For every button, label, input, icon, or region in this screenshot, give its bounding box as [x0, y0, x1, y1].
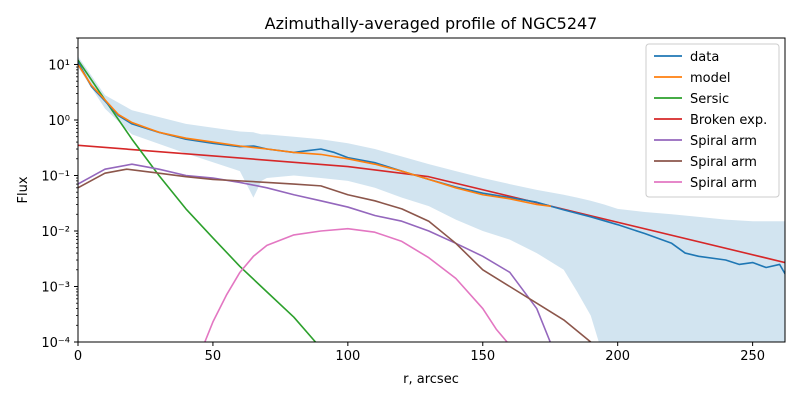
series-line-6 — [204, 227, 508, 342]
x-tick-label: 200 — [605, 349, 630, 364]
y-axis-label: Flux — [16, 176, 31, 203]
legend-label: data — [690, 50, 719, 65]
x-tick-label: 0 — [74, 349, 82, 364]
legend-label: model — [690, 71, 730, 86]
series-line-2 — [78, 59, 317, 342]
series-line-4 — [78, 163, 552, 342]
legend-label: Sersic — [690, 92, 729, 107]
y-tick-label: 10⁻¹ — [41, 169, 70, 184]
plot-frame — [77, 37, 786, 343]
legend-box — [645, 43, 780, 198]
x-axis-label: r, arcsec — [403, 372, 459, 387]
legend-label: Spiral arm — [690, 176, 757, 191]
x-tick-label: 150 — [470, 349, 495, 364]
y-tick-label: 10⁻⁴ — [41, 336, 70, 351]
series-line-5 — [78, 168, 592, 342]
y-tick-label: 10¹ — [48, 58, 70, 73]
series-line-3 — [78, 144, 785, 264]
y-tick-label: 10⁻² — [41, 225, 70, 240]
data-uncertainty-band — [78, 56, 785, 342]
y-tick-label: 10⁻³ — [41, 280, 70, 295]
x-tick-label: 100 — [335, 349, 360, 364]
x-tick-label: 250 — [740, 349, 765, 364]
y-tick-label: 10⁰ — [48, 114, 70, 129]
x-tick-label: 50 — [205, 349, 222, 364]
legend-label: Spiral arm — [690, 134, 757, 149]
legend-label: Broken exp. — [690, 113, 767, 128]
legend-label: Spiral arm — [690, 155, 757, 170]
series-line-1 — [78, 63, 552, 207]
chart-title: Azimuthally-averaged profile of NGC5247 — [265, 14, 598, 33]
